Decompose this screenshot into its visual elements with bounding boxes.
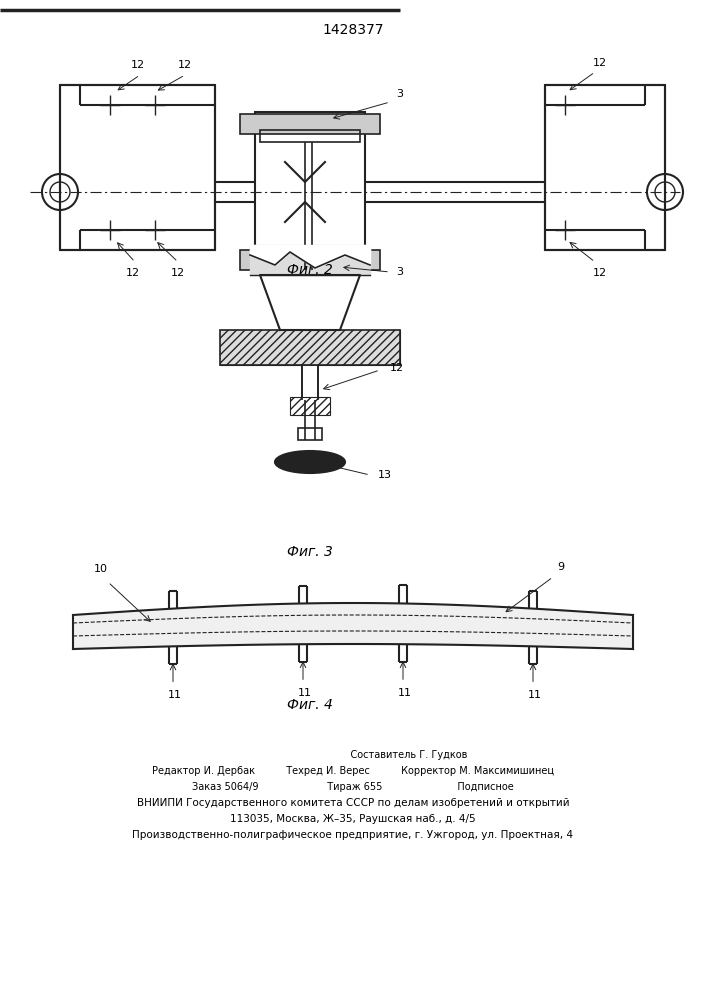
Text: 12: 12	[593, 268, 607, 278]
Text: 10: 10	[94, 564, 108, 574]
Bar	[260, 262, 360, 274]
Polygon shape	[260, 275, 360, 330]
Text: Производственно-полиграфическое предприятие, г. Ужгород, ул. Проектная, 4: Производственно-полиграфическое предприя…	[132, 830, 573, 840]
Bar	[240, 250, 380, 270]
Text: 9: 9	[557, 562, 565, 572]
Text: 3: 3	[397, 267, 404, 277]
Bar	[220, 330, 400, 365]
Text: 12: 12	[131, 60, 145, 70]
Text: 11: 11	[298, 688, 312, 698]
Bar	[545, 85, 665, 250]
Text: 12: 12	[390, 363, 404, 373]
Text: Фиг. 4: Фиг. 4	[287, 698, 333, 712]
Text: ВНИИПИ Государственного комитета СССР по делам изобретений и открытий: ВНИИПИ Государственного комитета СССР по…	[136, 798, 569, 808]
Bar	[220, 330, 400, 365]
Bar	[298, 428, 322, 440]
Text: Редактор И. Дербак          Техред И. Верес          Корректор М. Максимишинец: Редактор И. Дербак Техред И. Верес Корре…	[152, 766, 554, 776]
Bar	[240, 114, 380, 134]
Ellipse shape	[275, 451, 345, 473]
Text: Составитель Г. Гудков: Составитель Г. Гудков	[238, 750, 468, 760]
Text: 12: 12	[178, 60, 192, 70]
Text: 12: 12	[593, 58, 607, 68]
Text: 11: 11	[398, 688, 412, 698]
Text: Заказ 5064/9                      Тираж 655                        Подписное: Заказ 5064/9 Тираж 655 Подписное	[192, 782, 514, 792]
Bar	[255, 112, 365, 272]
Bar	[302, 365, 318, 400]
Text: 13: 13	[378, 470, 392, 480]
Text: 11: 11	[168, 690, 182, 700]
Text: 1428377: 1428377	[322, 23, 384, 37]
Text: Фиг. 3: Фиг. 3	[287, 545, 333, 559]
Text: Фиг. 2: Фиг. 2	[287, 263, 333, 277]
Bar	[260, 130, 360, 142]
Text: 113035, Москва, Ж–35, Раушская наб., д. 4/5: 113035, Москва, Ж–35, Раушская наб., д. …	[230, 814, 476, 824]
Text: 12: 12	[171, 268, 185, 278]
Text: 11: 11	[528, 690, 542, 700]
Bar	[290, 397, 330, 415]
Bar	[60, 85, 215, 250]
Text: 3: 3	[397, 89, 404, 99]
Text: 12: 12	[126, 268, 140, 278]
